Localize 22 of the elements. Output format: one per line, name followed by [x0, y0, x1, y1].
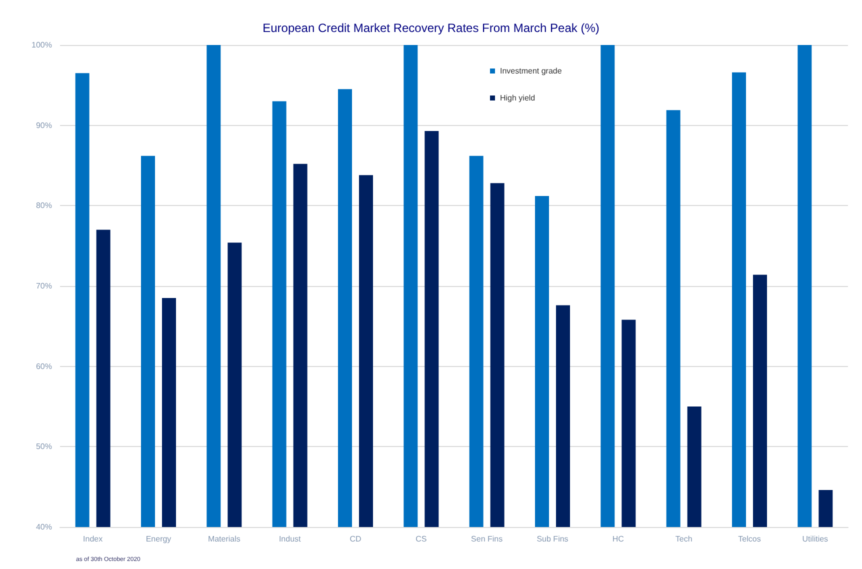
legend-label: High yield: [500, 94, 536, 102]
y-tick-label: 100%: [32, 40, 52, 50]
y-tick-label: 60%: [36, 362, 52, 371]
x-tick-label: Tech: [675, 534, 692, 544]
x-tick-label: Telcos: [738, 534, 761, 544]
x-tick-label: Indust: [278, 534, 302, 544]
x-tick-label: Sen Fins: [471, 534, 503, 544]
x-tick-label: Index: [83, 534, 103, 544]
y-tick-label: 80%: [36, 201, 52, 210]
y-tick-label: 40%: [36, 522, 52, 532]
y-tick-label: 50%: [36, 442, 52, 452]
x-tick-label: Utilities: [802, 534, 828, 544]
x-tick-label: Materials: [208, 534, 240, 544]
x-tick-label: CD: [350, 534, 362, 544]
chart-title: European Credit Market Recovery Rates From March Peak (%): [262, 21, 600, 35]
x-tick-label: CS: [416, 534, 427, 544]
y-tick-label: 90%: [36, 120, 52, 130]
x-tick-label: Energy: [146, 534, 172, 544]
x-tick-label: Sub Fins: [536, 534, 568, 544]
x-tick-label: HC: [612, 534, 624, 544]
legend-label: Investment grade: [500, 66, 562, 76]
y-tick-label: 70%: [36, 282, 52, 290]
